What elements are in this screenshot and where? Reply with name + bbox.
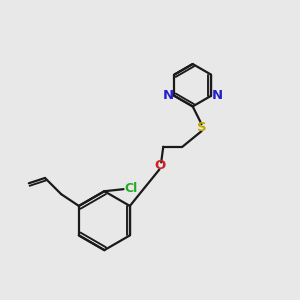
Text: O: O	[155, 159, 166, 172]
Text: N: N	[162, 89, 173, 102]
Text: S: S	[197, 121, 206, 134]
Text: N: N	[212, 89, 223, 102]
Text: Cl: Cl	[124, 182, 137, 195]
